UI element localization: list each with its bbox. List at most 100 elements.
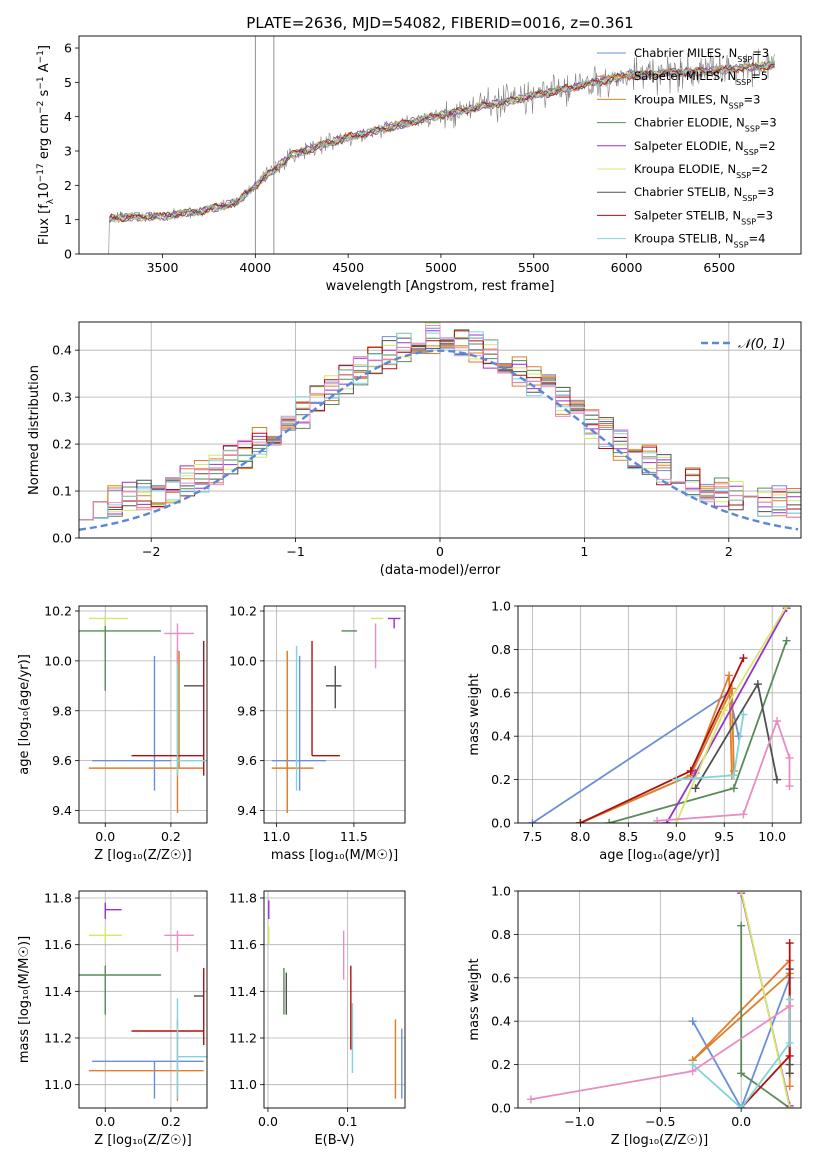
weight-marker — [729, 771, 738, 780]
legend-entry-part: SSP — [742, 194, 757, 203]
tick-label-y: 0.4 — [491, 1014, 511, 1029]
error-point — [88, 928, 122, 943]
legend-entry: Chabrier ELODIE, NSSP=3 — [634, 116, 777, 134]
y-axis-label: mass [log₁₀(M/M☉)] — [17, 936, 32, 1063]
x-axis-label: mass [log₁₀(M/M☉)] — [271, 848, 398, 863]
tick-label-y: 0.0 — [52, 531, 72, 546]
axes-frame — [517, 605, 802, 824]
tick-label-y: 11.2 — [44, 1031, 72, 1046]
tick-label-y: 0.2 — [52, 437, 72, 452]
error-point — [164, 930, 194, 952]
tick-label-x: 0.0 — [731, 1114, 751, 1129]
tick-label-y: 0.1 — [52, 484, 72, 499]
tick-label-y: 11.2 — [229, 1031, 257, 1046]
panel-age_vs_Z: 0.0 0.2 9.4 9.6 9.8 10.0 10.2 Z [log₁₀(Z/Z☉)] ag… — [17, 603, 208, 863]
x-axis-label: Z [log₁₀(Z/Z☉)] — [94, 848, 191, 863]
weight-marker — [739, 710, 748, 719]
tick-label-y: 10.2 — [44, 603, 72, 618]
tick-label-x: 0.1 — [338, 1114, 358, 1129]
error-point — [88, 650, 204, 814]
histogram-series — [79, 325, 801, 521]
error-point — [104, 902, 122, 919]
weight-marker — [773, 775, 782, 784]
tick-label-y: 11.4 — [229, 984, 257, 999]
tick-label-x: 9.0 — [666, 829, 686, 844]
tick-label-x: 11.5 — [340, 829, 368, 844]
y-axis-label-part: −17 — [36, 163, 46, 182]
histogram-series — [79, 327, 801, 521]
weight-line — [608, 640, 788, 823]
plot-area-spectrum — [108, 36, 776, 254]
y-axis-label: Normed distribution — [27, 365, 42, 495]
weight-marker — [691, 784, 700, 793]
tick-label-x: 4500 — [332, 260, 364, 275]
histogram-series — [79, 329, 801, 521]
legend-entry-part: =3 — [757, 185, 774, 199]
weight-marker — [526, 1095, 535, 1104]
y-axis-label-part: Flux [f — [37, 204, 52, 245]
weight-marker — [737, 1069, 746, 1078]
error-point — [311, 640, 340, 757]
tick-label-x: 9.5 — [714, 829, 734, 844]
error-point — [271, 655, 326, 791]
tick-label-x: 8.5 — [618, 829, 638, 844]
plot-area-weight_vs_Z — [526, 891, 794, 1108]
weight-line — [580, 688, 735, 823]
weight-marker — [773, 717, 782, 726]
tick-label-y: 9.8 — [237, 703, 257, 718]
tick-label-x: −2 — [142, 544, 160, 559]
histogram-series — [79, 331, 801, 521]
weight-marker — [785, 1104, 794, 1108]
model-line — [109, 59, 776, 223]
gaussian-curve — [79, 349, 799, 531]
weight-marker — [785, 1002, 794, 1011]
tick-label-y: 5 — [64, 75, 72, 90]
tick-label-y: 6 — [64, 41, 72, 56]
tick-label-y: 0.8 — [491, 642, 511, 657]
tick-label-y: 9.4 — [237, 803, 257, 818]
weight-marker — [720, 706, 729, 715]
error-point — [176, 648, 207, 776]
panel-age_vs_mass: 11.0 11.5 9.4 9.6 9.8 10.0 10.2 mass [log₁₀(M/M… — [229, 603, 406, 863]
histogram-series — [79, 337, 801, 521]
legend-entry-part: =3 — [756, 208, 773, 222]
tick-label-y: 0.8 — [491, 927, 511, 942]
error-point — [164, 623, 194, 664]
x-axis-label: E(B-V) — [314, 1133, 354, 1148]
tick-label-x: 7.5 — [522, 829, 542, 844]
weight-marker — [753, 680, 762, 689]
axes-frame — [517, 890, 802, 1109]
weight-line — [531, 691, 740, 823]
weight-marker — [785, 1060, 794, 1069]
tick-label-x: −1.0 — [564, 1114, 594, 1129]
weight-line — [740, 891, 791, 1108]
y-axis-label-part: A — [37, 63, 52, 76]
tick-label-y: 0 — [64, 247, 72, 262]
error-point — [88, 615, 129, 626]
tick-label-y: 0.2 — [491, 1057, 511, 1072]
error-point — [271, 650, 314, 814]
model-line — [109, 61, 776, 223]
weight-marker — [688, 1067, 697, 1076]
chart-title: PLATE=2636, MJD=54082, FIBERID=0016, z=0… — [246, 14, 633, 32]
error-point — [92, 655, 171, 791]
error-point — [176, 998, 207, 1099]
axes-frame — [78, 605, 208, 824]
weight-line — [692, 999, 791, 1108]
tick-label-y: 11.6 — [229, 937, 257, 952]
weight-marker — [782, 606, 791, 610]
tick-label-x: 11.0 — [262, 829, 290, 844]
panel-residuals: −2 −1 0 1 2 0.0 0.1 0.2 0.3 0.4 (data-model)/error… — [27, 321, 802, 578]
histogram-series — [79, 337, 801, 521]
weight-marker — [653, 816, 662, 823]
axes-frame — [78, 890, 208, 1109]
model-line — [109, 61, 776, 223]
legend-entry-part: Salpeter ELODIE, N — [634, 139, 744, 153]
panel-weight_vs_Z: −1.0 −0.5 0.0 0.0 0.2 0.4 0.6 0.8 1.0 Z [log₁₀(Z/… — [467, 884, 802, 1148]
legend-entry: Kroupa STELIB, NSSP=4 — [634, 232, 765, 250]
tick-label-x: 1 — [580, 544, 588, 559]
weight-marker — [785, 1051, 794, 1060]
weight-marker — [739, 810, 748, 819]
axes-frame — [263, 890, 406, 1109]
y-axis-label-part: ] — [37, 45, 52, 50]
